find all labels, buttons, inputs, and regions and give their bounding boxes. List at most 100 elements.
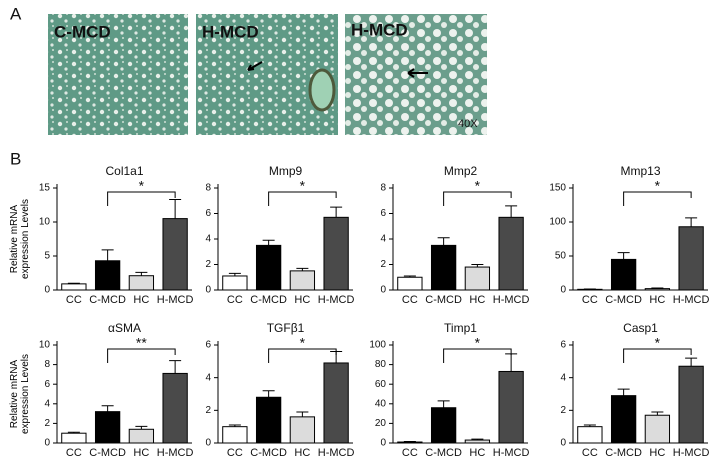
arrow	[407, 68, 428, 78]
chart-title: Mmp2	[444, 164, 478, 178]
panel-label: B	[10, 149, 21, 168]
x-tick-label: C-MCD	[425, 447, 462, 459]
arrow	[247, 61, 263, 71]
x-tick-label: CC	[66, 447, 82, 459]
y-tick-label: 100	[369, 340, 386, 351]
x-tick-label: H-MCD	[318, 294, 355, 306]
bar	[644, 414, 671, 444]
micrograph-label: H-MCD	[202, 22, 259, 41]
x-tick-label: CC	[402, 447, 418, 459]
y-tick-label: 4	[44, 398, 50, 409]
significance-label: *	[300, 335, 306, 351]
y-tick-label: 6	[560, 340, 566, 351]
bar	[289, 270, 316, 291]
bar	[464, 266, 491, 291]
significance-label: *	[655, 335, 661, 351]
y-tick-label: 8	[44, 359, 50, 370]
bar	[61, 432, 87, 444]
error-bar	[262, 390, 275, 398]
bar	[678, 365, 704, 444]
significance-bracket	[268, 191, 337, 206]
error-bar	[471, 264, 484, 268]
significance-label: *	[475, 178, 481, 194]
x-tick-label: H-MCD	[493, 447, 530, 459]
error-bar	[228, 272, 241, 276]
bar	[222, 426, 248, 444]
significance-label: *	[300, 178, 306, 194]
error-bar	[135, 271, 148, 276]
x-tick-label: CC	[402, 294, 418, 306]
chart-title: Mmp13	[620, 164, 660, 178]
error-bar	[437, 400, 450, 408]
x-tick-label: CC	[227, 294, 243, 306]
x-tick-label: CC	[66, 294, 82, 306]
error-bar	[685, 357, 698, 367]
micrograph-label: H-MCD	[351, 20, 408, 39]
bar	[289, 416, 316, 444]
panel-label: A	[10, 4, 22, 23]
x-tick-label: C-MCD	[250, 447, 287, 459]
y-tick-label: 4	[205, 234, 211, 245]
significance-bracket	[443, 191, 512, 206]
bar	[678, 226, 704, 291]
error-bar	[296, 267, 309, 271]
bar	[323, 362, 349, 444]
y-axis-label: Relative mRNA expression Levels	[9, 353, 31, 435]
y-tick-label: 0	[560, 438, 566, 449]
bar	[94, 260, 121, 291]
bar	[430, 407, 457, 444]
y-tick-label: 8	[205, 183, 211, 194]
x-tick-label: C-MCD	[89, 447, 126, 459]
y-tick-label: 4	[380, 234, 386, 245]
y-tick-label: 80	[375, 359, 387, 370]
x-tick-label: HC	[294, 294, 310, 306]
error-bar	[67, 431, 80, 434]
bar	[577, 426, 603, 444]
bar	[397, 276, 423, 291]
y-tick-label: 0	[560, 285, 566, 296]
bar	[128, 428, 155, 444]
y-tick-label: 5	[44, 251, 50, 262]
y-tick-label: 2	[205, 259, 211, 270]
chart-title: Timp1	[444, 321, 477, 335]
y-tick-label: 8	[380, 183, 386, 194]
chart-title: Mmp9	[269, 164, 303, 178]
micrograph-label: C-MCD	[54, 22, 111, 41]
bar	[94, 411, 121, 444]
x-tick-label: H-MCD	[673, 447, 710, 459]
error-bar	[169, 199, 182, 219]
x-tick-label: HC	[469, 294, 485, 306]
significance-bracket	[623, 191, 692, 206]
error-bar	[651, 411, 664, 416]
error-bar	[437, 237, 450, 246]
y-tick-label: 15	[39, 183, 51, 194]
y-tick-label: 0	[44, 285, 50, 296]
y-tick-label: 10	[39, 217, 51, 228]
x-tick-label: H-MCD	[493, 294, 530, 306]
x-tick-label: HC	[649, 294, 665, 306]
bar	[498, 216, 524, 291]
y-tick-label: 150	[549, 183, 566, 194]
significance-bracket	[623, 348, 692, 363]
bar	[61, 283, 87, 291]
chart-title: Casp1	[623, 321, 658, 335]
bar	[610, 395, 637, 444]
x-tick-label: HC	[469, 447, 485, 459]
y-tick-label: 2	[560, 405, 566, 416]
y-tick-label: 2	[380, 259, 386, 270]
error-bar	[505, 353, 518, 372]
y-tick-label: 2	[205, 405, 211, 416]
x-tick-label: C-MCD	[605, 447, 642, 459]
error-bar	[403, 275, 416, 278]
error-bar	[101, 249, 114, 261]
chart-title: Col1a1	[105, 164, 143, 178]
y-tick-label: 0	[205, 438, 211, 449]
x-tick-label: HC	[133, 294, 149, 306]
error-bar	[617, 252, 630, 260]
bar	[323, 216, 349, 291]
y-tick-label: 2	[44, 418, 50, 429]
bar	[162, 372, 188, 444]
y-tick-label: 4	[205, 372, 211, 383]
error-bar	[505, 205, 518, 218]
